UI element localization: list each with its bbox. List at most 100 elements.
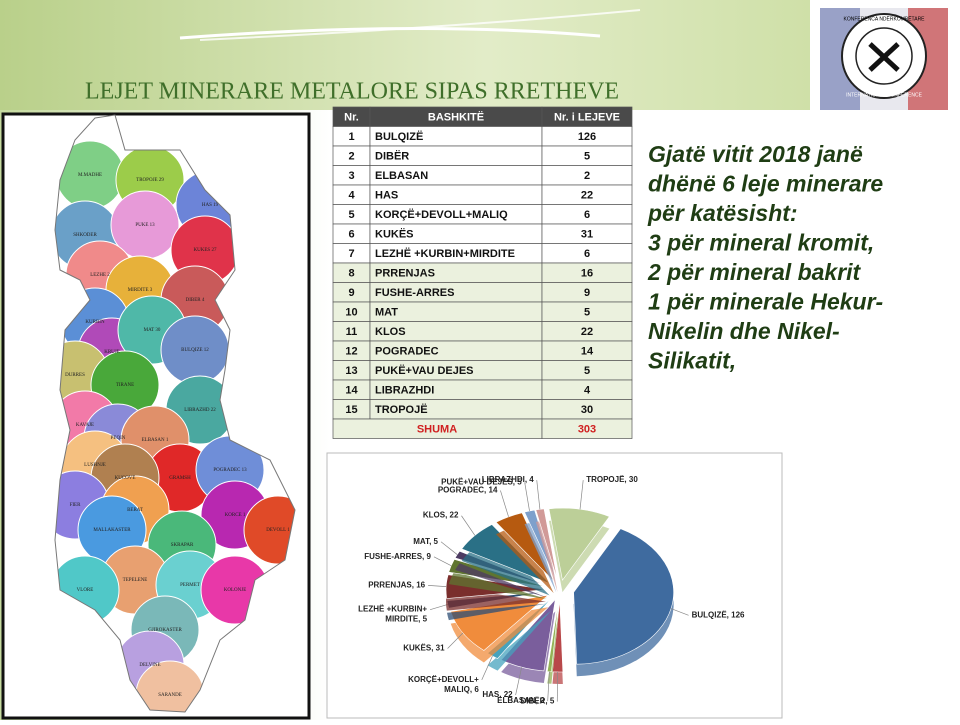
text-line: 1 për minerale Hekur- bbox=[648, 289, 883, 315]
map-label: KRUJE bbox=[104, 350, 120, 355]
map-label: DEVOLL 1 bbox=[266, 528, 290, 533]
map-label: KUCOVE bbox=[115, 476, 136, 481]
table-text: 2 bbox=[348, 151, 354, 163]
table-text: 15 bbox=[345, 404, 357, 416]
map-label: SARANDE bbox=[158, 693, 182, 698]
map-label: TROPOJE 29 bbox=[136, 178, 164, 183]
table-text: KUKËS bbox=[375, 228, 414, 241]
data-label: HAS, 22 bbox=[482, 690, 513, 699]
table-text: 7 bbox=[348, 248, 354, 260]
table-text: 16 bbox=[581, 268, 593, 280]
map-label: PUKE 13 bbox=[135, 223, 155, 228]
data-label: TROPOJË, 30 bbox=[586, 475, 638, 484]
table-text: 6 bbox=[584, 209, 590, 221]
text-line: për katësisht: bbox=[647, 200, 798, 226]
table-text: 31 bbox=[581, 229, 593, 241]
logo-text: INTERNATIONAL CONFERENCE bbox=[846, 92, 923, 98]
map-label: PERMET bbox=[180, 583, 200, 588]
map-label: HAS 19 bbox=[202, 203, 219, 208]
table-text: TROPOJË bbox=[375, 403, 428, 416]
table-text: 10 bbox=[345, 307, 357, 319]
table-text: 11 bbox=[346, 326, 358, 338]
text-line: Nikelin dhe Nikel- bbox=[648, 318, 840, 344]
text-line: 3 për mineral kromit, bbox=[648, 230, 874, 256]
table-text: 14 bbox=[345, 385, 358, 397]
table-text: 5 bbox=[348, 209, 354, 221]
map-label: GJIROKASTER bbox=[148, 628, 182, 633]
map-label: PEQIN bbox=[111, 436, 126, 441]
table-text: 2 bbox=[584, 170, 590, 182]
table-text: 1 bbox=[348, 131, 354, 143]
map-label: M.MADHE bbox=[78, 173, 102, 178]
slide-title: LEJET MINERARE METALORE SIPAS RRETHEVE bbox=[85, 79, 619, 105]
table-text: 14 bbox=[581, 346, 594, 358]
map-label: VLORE bbox=[77, 588, 94, 593]
table-text: 30 bbox=[581, 404, 593, 416]
text-line: dhënë 6 leje minerare bbox=[648, 171, 883, 197]
map-label: KUKES 27 bbox=[194, 248, 217, 253]
map-label: LEZHE 2 bbox=[90, 273, 110, 278]
map-label: TIRANE bbox=[116, 383, 134, 388]
map-label: GRAMSH bbox=[169, 476, 191, 481]
table-text: 5 bbox=[584, 151, 590, 163]
table-text: HAS bbox=[375, 190, 398, 202]
map-label: SHKODER bbox=[73, 233, 97, 238]
table-text: 126 bbox=[578, 131, 596, 143]
map-label: DIBER 4 bbox=[186, 298, 205, 303]
table-text: 22 bbox=[581, 190, 593, 202]
table-text: LEZHË +KURBIN+MIRDITE bbox=[375, 247, 515, 260]
map-label: MIRDITE 3 bbox=[128, 288, 153, 293]
table-text: KORÇË+DEVOLL+MALIQ bbox=[375, 208, 508, 221]
total-label: SHUMA bbox=[417, 424, 457, 436]
table-text: 9 bbox=[584, 287, 590, 299]
table-text: 22 bbox=[581, 326, 593, 338]
map-label: LIBRAZHD 22 bbox=[184, 408, 216, 413]
data-label: PRRENJAS, 16 bbox=[368, 580, 425, 589]
map-label: MAT 30 bbox=[144, 328, 161, 333]
map-label: BULQIZE 12 bbox=[181, 348, 209, 353]
map-label: SKRAPAR bbox=[171, 543, 194, 548]
data-label: LIBRAZHDI, 4 bbox=[482, 475, 535, 484]
data-label: KUKËS, 31 bbox=[403, 644, 445, 653]
table-text: KLOS bbox=[375, 326, 406, 338]
table-text: PRRENJAS bbox=[375, 268, 435, 280]
table-text: MAT bbox=[375, 307, 398, 319]
map-label: DELVINE bbox=[139, 663, 160, 668]
text-line: 2 për mineral bakrit bbox=[647, 259, 862, 285]
table-text: 6 bbox=[584, 248, 590, 260]
table-text: 4 bbox=[584, 385, 591, 397]
table-text: 6 bbox=[348, 229, 354, 241]
data-label: FUSHE-ARRES, 9 bbox=[364, 552, 431, 561]
table-text: 5 bbox=[584, 365, 590, 377]
data-label: KLOS, 22 bbox=[423, 511, 459, 520]
logo-text: KONFERENCA NDËRKOMBËTARE bbox=[843, 15, 925, 22]
text-line: Silikatit, bbox=[648, 348, 736, 374]
table-text: 12 bbox=[345, 346, 357, 358]
table-text: 9 bbox=[348, 287, 354, 299]
map-label: POGRADEC 13 bbox=[213, 468, 247, 473]
data-label: POGRADEC, 14 bbox=[438, 486, 498, 495]
map-label: KURBIN bbox=[85, 320, 105, 325]
table-text: 13 bbox=[345, 365, 357, 377]
map-label: MALLAKASTER bbox=[93, 528, 131, 533]
map-label: DURRES bbox=[65, 373, 85, 378]
table-text: ELBASAN bbox=[375, 170, 428, 182]
map-label: BERAT bbox=[127, 508, 143, 513]
column-header: BASHKITË bbox=[428, 111, 484, 124]
map-label: LUSHNJE bbox=[84, 463, 106, 468]
table-text: POGRADEC bbox=[375, 346, 439, 358]
map-label: KORCE 1 bbox=[225, 513, 246, 518]
map-label: TEPELENE bbox=[123, 578, 148, 583]
data-label: BULQIZË, 126 bbox=[692, 610, 745, 619]
table-text: PUKË+VAU DEJES bbox=[375, 364, 474, 377]
map-label: KAVAJE bbox=[76, 423, 94, 428]
table-text: DIBËR bbox=[375, 150, 409, 163]
column-header: Nr. i LEJEVE bbox=[554, 112, 620, 124]
data-label: MAT, 5 bbox=[413, 537, 438, 546]
table-text: 8 bbox=[348, 268, 354, 280]
table-text: BULQIZË bbox=[375, 130, 423, 143]
logo: KONFERENCA NDËRKOMBËTARE INTERNATIONAL C… bbox=[820, 8, 948, 110]
